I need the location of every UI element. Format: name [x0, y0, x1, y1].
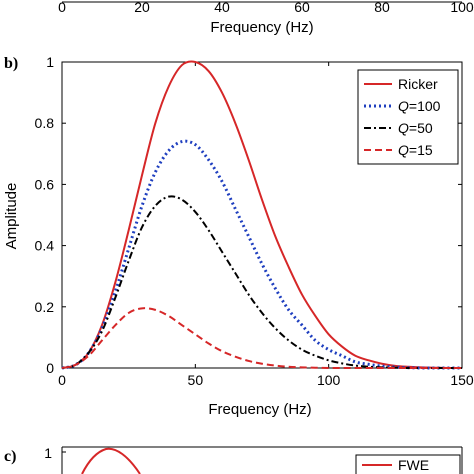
top-x-tick-100: 100 — [450, 0, 474, 15]
legend-box — [357, 69, 459, 165]
bottom-legend-box — [355, 454, 461, 474]
top-x-tick-0: 0 — [58, 0, 66, 15]
legend-label-1: Q=100 — [398, 98, 441, 114]
axes-frame — [61, 61, 463, 369]
y-tick-label: 0.2 — [35, 299, 55, 315]
legend-label-0: Ricker — [398, 76, 438, 92]
legend-label-2: Q=50 — [398, 120, 433, 136]
top-panel-remnant: 0 20 40 60 80 100 Frequency (Hz) — [58, 0, 474, 36]
bottom-panel-remnant: c) 1 FWE — [4, 445, 463, 474]
panel-label-c: c) — [4, 448, 16, 465]
y-tick-label: 1 — [46, 54, 54, 70]
bottom-fwe-curve — [81, 447, 141, 474]
series-line-0 — [61, 60, 463, 370]
plot-area-b: 0 50 100 150 0 0.2 0.4 0.6 0.8 1 Ricker Q=100 Q=50 Q=… — [35, 54, 474, 388]
x-tick-label: 100 — [317, 372, 341, 388]
top-x-tick-60: 60 — [294, 0, 310, 15]
x-tick-label: 50 — [188, 372, 204, 388]
y-tick-label: 0.6 — [35, 176, 55, 192]
y-tick-label: 0 — [46, 360, 54, 376]
panel-label-b: b) — [4, 55, 18, 72]
bottom-y-tick-1: 1 — [44, 445, 52, 461]
y-axis-label: Amplitude — [3, 183, 20, 250]
series-line-3 — [61, 307, 462, 370]
x-tick-label: 0 — [58, 372, 66, 388]
top-x-tick-80: 80 — [374, 0, 390, 15]
series-line-2 — [61, 195, 462, 370]
y-tick-label: 0.4 — [35, 238, 55, 254]
top-x-tick-40: 40 — [214, 0, 230, 15]
bottom-legend-label: FWE — [398, 457, 429, 473]
top-x-axis-label: Frequency (Hz) — [210, 19, 313, 36]
x-tick-label: 150 — [450, 372, 474, 388]
y-tick-label: 0.8 — [35, 115, 55, 131]
x-axis-label: Frequency (Hz) — [208, 401, 311, 418]
legend-label-3: Q=15 — [398, 142, 433, 158]
top-x-tick-20: 20 — [134, 0, 150, 15]
